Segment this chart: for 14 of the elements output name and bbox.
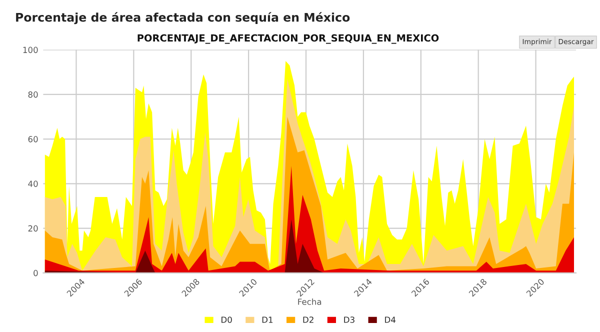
y-tick-label: 80: [28, 91, 38, 98]
legend-label: D2: [303, 316, 314, 323]
chart-title: Porcentaje de área afectada con sequía en México: [16, 12, 350, 24]
chart-subtitle: PORCENTAJE_DE_AFECTACION_POR_SEQUIA_EN_MEXICO: [138, 34, 439, 44]
legend-label: D4: [385, 316, 396, 323]
legend-label: D3: [344, 316, 354, 323]
y-tick-label: 100: [23, 46, 38, 54]
y-tick-label: 0: [34, 270, 38, 276]
legend-label: D1: [262, 316, 273, 323]
x-axis-title: Fecha: [298, 298, 322, 305]
legend-label: D0: [222, 316, 232, 323]
y-tick-label: 40: [28, 180, 38, 187]
y-tick-label: 20: [28, 225, 38, 232]
y-tick-label: 60: [28, 136, 38, 142]
